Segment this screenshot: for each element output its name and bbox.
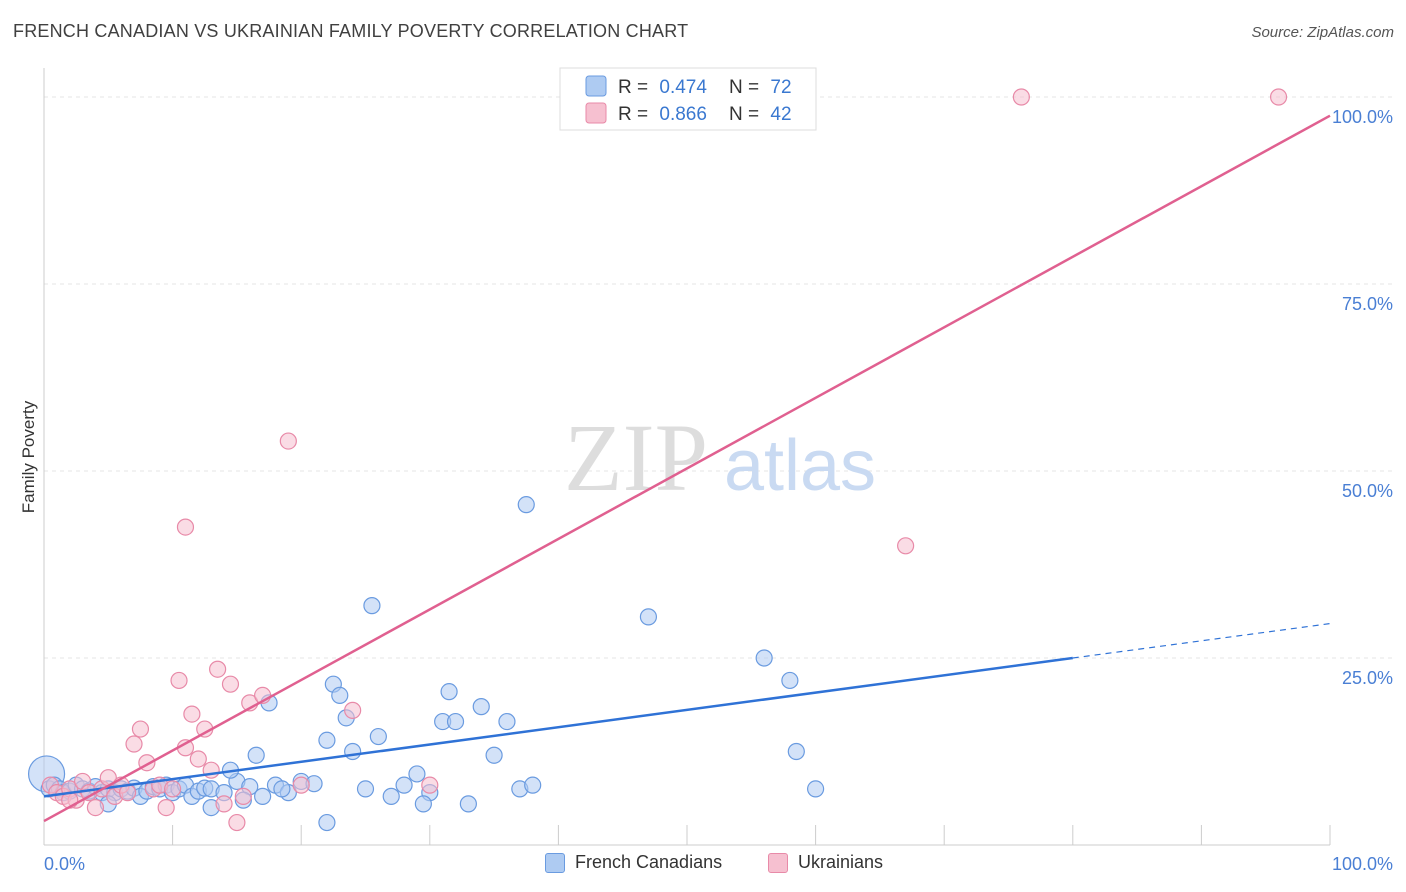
ukrainians-point [176,518,195,536]
french-canadians-point [382,787,400,805]
french-canadians-point [395,776,413,794]
french-canadians-point [331,686,349,705]
watermark-zip: ZIP [564,404,708,511]
french-canadians-point [369,727,387,746]
legend-swatch-pink [768,852,788,873]
ukrainians-point [86,798,105,817]
ukrainians-point [131,720,150,738]
ukrainians-point [164,780,182,798]
french-canadians-point [755,649,773,667]
legend-stats: R = 0.474 N = 72 R = 0.866 N = 42 [559,67,817,131]
french-canadians-point [472,698,490,716]
ukrainians-point [228,813,246,832]
watermark: ZIP atlas [564,404,876,511]
ukrainians-point [157,798,175,817]
legend-item-french-canadians[interactable]: French Canadians [545,852,722,873]
ukrainians-point [1012,88,1030,106]
ukrainians-point [344,701,362,719]
ukrainians-point [1269,88,1288,106]
legend-n-label-0: N = [729,77,759,98]
legend-swatch-french-canadians [585,75,607,97]
french-canadians-point [524,776,542,794]
watermark-atlas: atlas [724,426,876,506]
legend-n-value-0: 72 [770,77,791,98]
ukrainians-point [234,787,252,805]
french-canadians-point [459,795,477,813]
french-canadians-point [440,683,458,701]
french-canadians-point [318,813,336,832]
ukrainians-point [221,675,240,693]
french-canadians-point [485,746,503,764]
y-tick-label: 50.0% [1342,481,1393,501]
y-axis-tick-labels: 25.0% 50.0% 75.0% 100.0% [1332,107,1393,688]
y-tick-label: 25.0% [1342,668,1393,688]
ukrainians-point [215,795,233,813]
chart-source: Source: ZipAtlas.com [1251,24,1394,41]
french-canadians-point [318,731,336,749]
legend-label-french-canadians: French Canadians [575,852,723,872]
gridlines [44,96,1393,659]
y-tick-label: 75.0% [1342,294,1393,314]
svg-text:R = 0.866 N =: R = 0.866 N = 42 [618,104,792,125]
chart-title: FRENCH CANADIAN VS UKRAINIAN FAMILY POVE… [13,21,689,41]
legend-n-label-1: N = [729,104,759,125]
legend-item-ukrainians[interactable]: Ukrainians [768,852,883,873]
french-canadians-point [344,742,362,761]
ukrainians-point [189,750,207,768]
french-canadians-point [639,608,658,626]
french-canadians-point [414,795,432,813]
french-canadians-point [273,780,291,798]
ukrainians-point [170,671,188,690]
legend-swatch-blue [545,852,565,873]
ukrainians-point [421,776,439,794]
legend-label-ukrainians: Ukrainians [798,852,884,872]
legend-r-label-1: R = [618,104,648,125]
french-canadians-point [517,496,535,514]
french-canadians-trend-line [43,656,1073,798]
french-canadians-point [254,787,272,805]
legend-swatch-ukrainians [585,102,607,124]
french-canadians-point [781,671,799,690]
ukrainians-point [292,776,310,794]
ukrainians-point [183,705,201,723]
legend-r-value-0: 0.474 [659,77,707,98]
ukrainians-point [125,735,143,753]
french-canadians-point [787,742,805,761]
french-canadians-trend-extension [1072,622,1331,659]
ukrainians-point [209,660,227,678]
x-axis-tick-labels: 0.0% 100.0% [44,854,1393,874]
x-axis-ticks [172,825,1331,845]
x-tick-label-min: 0.0% [44,854,85,874]
x-tick-label-max: 100.0% [1332,854,1393,874]
french-canadians-point [356,780,375,798]
french-canadians-point [363,597,381,615]
legend-r-label-0: R = [618,77,648,98]
french-canadians-point [408,765,426,783]
legend-r-value-1: 0.866 [659,104,707,125]
ukrainians-point [897,537,915,555]
ukrainians-points [41,88,1288,832]
french-canadians-point [806,780,825,798]
trend-lines [43,114,1331,823]
french-canadians-point [446,712,465,731]
ukrainians-point [279,432,297,450]
legend-series: French Canadians Ukrainians [0,852,1406,876]
svg-text:R = 0.474 N =: R = 0.474 N = 72 [618,77,792,98]
legend-n-value-1: 42 [770,104,791,125]
french-canadians-point [247,746,265,764]
y-tick-label: 100.0% [1332,107,1393,127]
ukrainians-trend-line [43,114,1331,823]
french-canadians-point [498,712,516,731]
